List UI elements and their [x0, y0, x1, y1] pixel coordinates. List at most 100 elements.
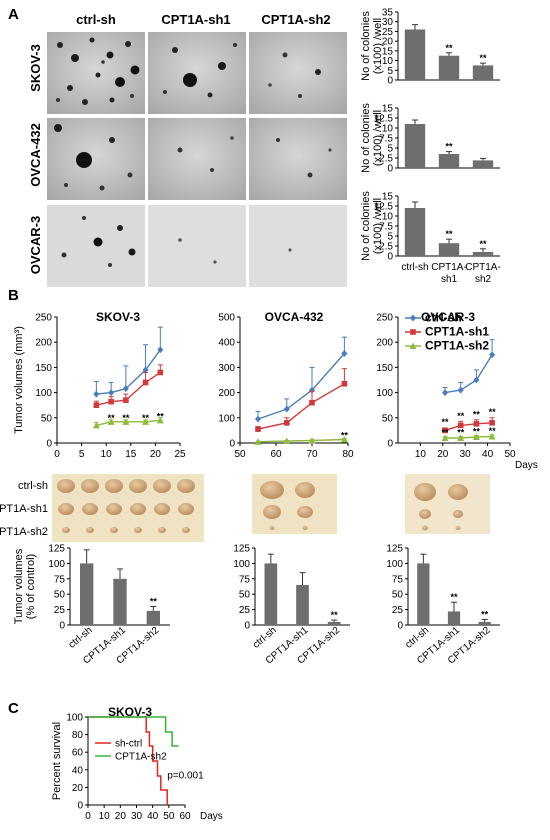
- series-line: [88, 716, 168, 805]
- x-tick-label: 10: [99, 811, 111, 822]
- significance-label: **: [473, 426, 481, 436]
- y-tick-label: 100: [66, 713, 83, 724]
- data-point: [457, 386, 464, 394]
- significance-label: **: [481, 609, 489, 619]
- y-tick-label: 250: [35, 313, 52, 324]
- colony-image-skov3-ctrl: [47, 32, 145, 114]
- data-point: [410, 329, 416, 335]
- data-point: [488, 432, 496, 440]
- y-tick-label: 0: [387, 164, 393, 175]
- data-point: [157, 369, 164, 376]
- data-point: [142, 379, 149, 386]
- series-line: [445, 435, 493, 439]
- data-point: [92, 421, 100, 429]
- data-point: [283, 405, 290, 413]
- y-tick-label: 200: [218, 388, 235, 399]
- y-tick-label: 50: [54, 590, 66, 601]
- y-tick-label: 0: [59, 621, 65, 632]
- data-point: [489, 351, 496, 359]
- significance-label: **: [331, 610, 339, 620]
- data-point: [473, 376, 480, 384]
- data-point: [123, 397, 129, 403]
- x-tick-label: sh2: [475, 274, 492, 285]
- col-header-ctrl-sh: ctrl-sh: [76, 12, 116, 27]
- legend-label: CPT1A-sh1: [425, 325, 489, 339]
- y-tick-label: 0: [244, 621, 250, 632]
- y-tick-label: 80: [72, 730, 84, 741]
- data-point: [457, 434, 465, 441]
- panel-letter-a: A: [8, 6, 19, 23]
- x-tick-label: 50: [163, 811, 175, 822]
- data-point: [107, 418, 115, 425]
- y-tick-label: 0: [397, 621, 403, 632]
- series-line: [444, 354, 493, 394]
- y-tick-label: 7.5: [379, 134, 393, 145]
- chart-tumor-volume-ovcar3: 0255075100125ctrl-sh**CPT1A-sh1**CPT1A-s…: [386, 544, 500, 667]
- bar: [404, 29, 426, 80]
- y-axis-label: (x100) /well: [372, 110, 384, 166]
- x-tick-label: 30: [131, 811, 143, 822]
- significance-label: **: [489, 426, 497, 436]
- significance-label: **: [341, 430, 349, 440]
- data-point: [255, 426, 261, 432]
- x-tick-label: 5: [79, 449, 85, 460]
- y-tick-label: 0: [46, 439, 52, 450]
- y-tick-label: 10: [382, 56, 394, 67]
- y-tick-label: 40: [72, 765, 84, 776]
- x-tick-label: 60: [270, 449, 282, 460]
- y-tick-label: 12.5: [374, 114, 394, 125]
- data-point: [309, 399, 315, 406]
- significance-label: **: [122, 413, 130, 423]
- series-line: [257, 438, 345, 443]
- y-tick-label: 7.5: [379, 222, 393, 233]
- y-axis-label: No of colonies: [360, 103, 372, 173]
- y-tick-label: 15: [382, 192, 394, 203]
- y-tick-label: 20: [72, 783, 84, 794]
- y-tick-label: 75: [392, 574, 404, 585]
- data-point: [341, 380, 348, 387]
- y-tick-label: 0: [387, 252, 393, 263]
- y-tick-label: 35: [382, 8, 394, 19]
- y-tick-label: 30: [382, 17, 394, 28]
- y-tick-label: 150: [35, 363, 52, 374]
- legend-label: sh-ctrl: [115, 739, 142, 750]
- y-tick-label: 50: [41, 413, 53, 424]
- data-point: [410, 314, 416, 322]
- chart-survival-skov3: 0 20 40 60 80 100 0 10 20 30 40 50 60 p=0.001 SKOV-3 Pe…: [51, 705, 223, 822]
- significance-label: **: [142, 413, 150, 423]
- series-line: [257, 353, 345, 420]
- bar: [447, 611, 461, 625]
- data-point: [108, 398, 114, 405]
- y-tick-label: 100: [48, 559, 65, 570]
- data-point: [108, 389, 115, 397]
- y-tick-label: 60: [72, 748, 84, 759]
- y-axis-label: Tumor volumes (mm³): [13, 326, 25, 434]
- data-point: [284, 420, 290, 426]
- y-tick-label: 20: [382, 37, 394, 48]
- y-axis-label: (x100) /well: [372, 18, 384, 74]
- y-axis-label: Tumor volumes: [13, 548, 25, 624]
- x-tick-label: CPT1A-: [431, 262, 467, 273]
- data-point: [142, 418, 150, 425]
- y-tick-label: 50: [382, 413, 394, 424]
- data-point: [122, 418, 130, 425]
- y-axis-label: No of colonies: [360, 11, 372, 81]
- colony-image-ovca432-sh2: [249, 118, 347, 200]
- y-tick-label: 15: [382, 104, 394, 115]
- panel-letter-c: C: [8, 700, 19, 717]
- y-tick-label: 100: [233, 559, 250, 570]
- photo-row-label-cpt1a-sh2: CPT1A-sh2: [0, 526, 48, 538]
- y-tick-label: 100: [386, 559, 403, 570]
- y-axis-label: (x100) /well: [372, 198, 384, 254]
- bar: [438, 154, 460, 168]
- y-axis-label: No of colonies: [360, 191, 372, 261]
- x-axis-label: Days: [200, 811, 223, 822]
- significance-label: **: [445, 229, 453, 239]
- y-tick-label: 100: [376, 388, 393, 399]
- significance-label: **: [442, 427, 450, 437]
- y-tick-label: 300: [218, 363, 235, 374]
- series-line: [444, 422, 493, 432]
- y-tick-label: 250: [376, 313, 393, 324]
- data-point: [93, 402, 100, 408]
- y-tick-label: 2.5: [379, 242, 393, 253]
